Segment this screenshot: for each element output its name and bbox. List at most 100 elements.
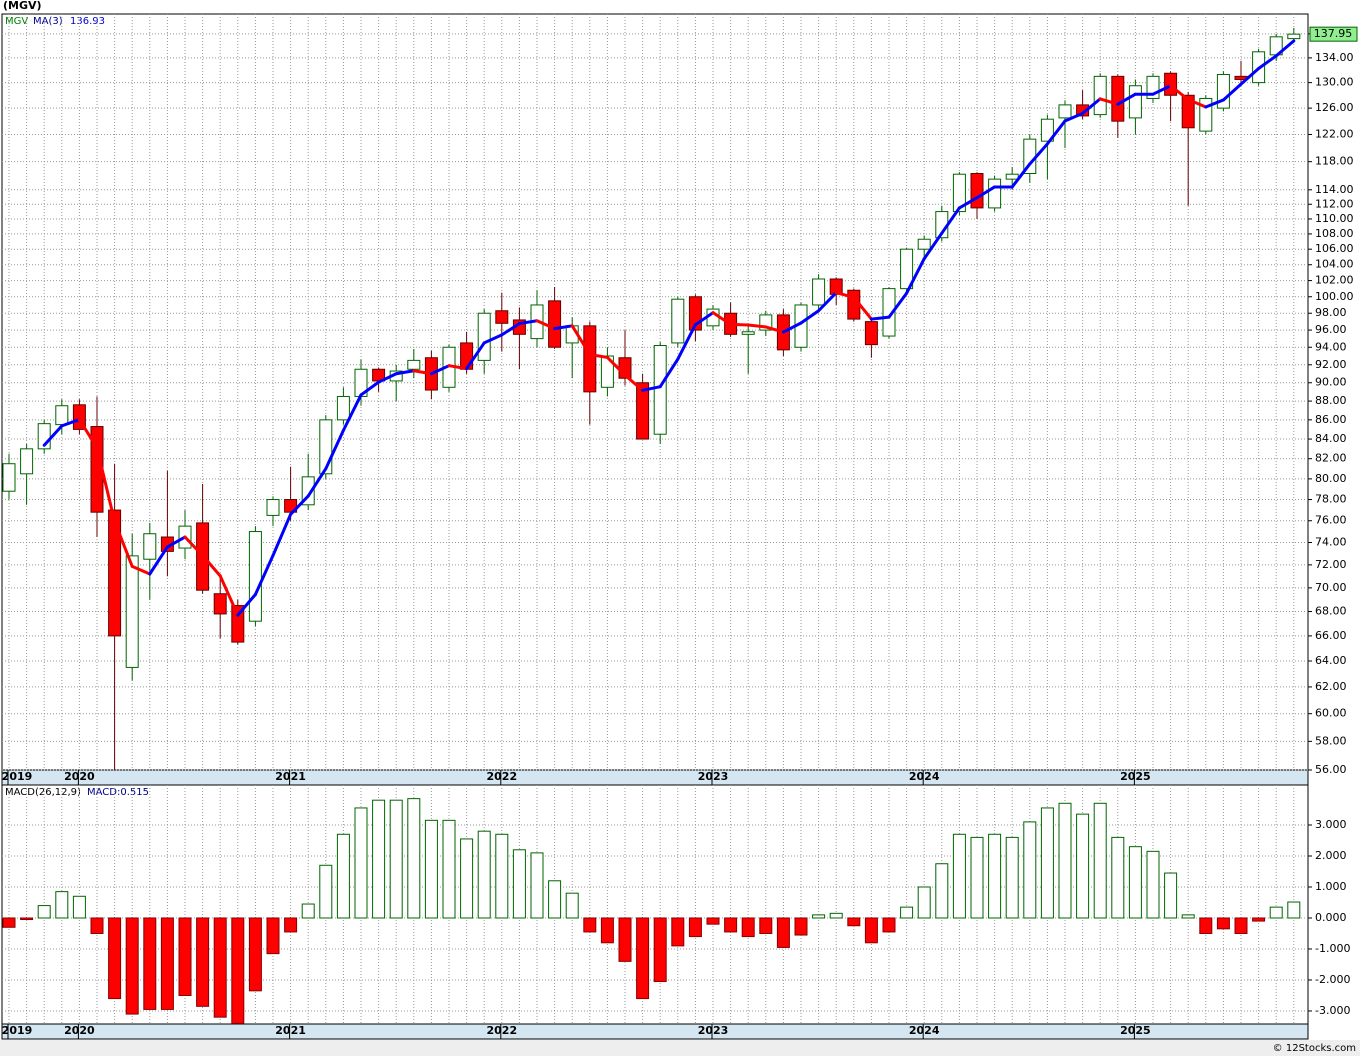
macd-bar <box>1252 917 1266 922</box>
ma-segment <box>482 333 504 345</box>
ma-segment <box>834 291 856 299</box>
x-tick-label: 2019 <box>2 770 33 783</box>
ma-segment <box>429 364 451 376</box>
y-tick-label: 94.00 <box>1315 340 1347 353</box>
y-tick-label: 82.00 <box>1315 452 1347 465</box>
ma-segment <box>95 446 117 523</box>
macd-bar <box>213 917 227 1018</box>
x-tick-label: 2025 <box>1120 1024 1151 1037</box>
candle-body <box>952 173 966 213</box>
y-tick-label: -3.000 <box>1315 1004 1350 1017</box>
candle-body <box>143 533 157 560</box>
y-tick-label: 84.00 <box>1315 432 1347 445</box>
ma-segment <box>1221 82 1243 102</box>
ma-segment <box>693 311 715 327</box>
last-price-box <box>1309 26 1358 42</box>
macd-bar <box>266 917 280 955</box>
y-tick-label: 62.00 <box>1315 680 1347 693</box>
footer: © 12Stocks.com <box>1273 1043 1356 1054</box>
candle-body <box>1128 85 1142 119</box>
macd-bar <box>477 830 491 919</box>
macd-bar <box>460 838 474 919</box>
y-tick-label: 66.00 <box>1315 629 1347 642</box>
ma-segment <box>1063 111 1085 123</box>
ma-segment <box>1028 142 1049 166</box>
ma-segment <box>887 291 909 319</box>
candle-body <box>2 463 16 492</box>
y-tick-label: 0.000 <box>1315 911 1347 924</box>
ma-segment <box>517 319 539 326</box>
candle-body <box>460 342 474 370</box>
macd-bar <box>759 917 773 934</box>
x-tick-label: 2024 <box>909 1024 940 1037</box>
ma-segment <box>201 553 222 578</box>
macd-bar <box>1005 836 1019 919</box>
y-tick-label: 86.00 <box>1315 413 1347 426</box>
ma-segment <box>1257 54 1278 70</box>
macd-bar <box>196 917 210 1007</box>
y-tick-label: 58.00 <box>1315 734 1347 747</box>
legend-symbol: MGV <box>5 16 28 27</box>
candle-body <box>125 555 139 668</box>
y-tick-label: 108.00 <box>1315 227 1354 240</box>
y-tick-label: 102.00 <box>1315 274 1354 287</box>
y-tick-label: 80.00 <box>1315 472 1347 485</box>
x-tick-label: 2022 <box>486 1024 517 1037</box>
ma-segment <box>1186 98 1208 109</box>
candle-body <box>55 405 69 426</box>
ma-segment <box>817 291 838 313</box>
candle-body <box>20 448 34 475</box>
y-tick-label: -2.000 <box>1315 973 1350 986</box>
ma-segment <box>1169 84 1190 102</box>
candle-body <box>1040 118 1054 142</box>
ma-segment <box>271 512 293 557</box>
ma-segment <box>113 519 134 568</box>
ma-segment <box>412 369 433 376</box>
candle-body <box>477 312 491 361</box>
macd-bar <box>72 895 86 919</box>
macd-bar <box>1287 901 1301 919</box>
macd-bar <box>1181 914 1195 919</box>
macd-bar <box>618 917 632 962</box>
ma-segment <box>729 322 750 327</box>
x-tick-label: 2022 <box>486 770 517 783</box>
macd-bar <box>917 886 931 919</box>
y-tick-label: -1.000 <box>1315 942 1350 955</box>
ma-segment <box>1098 97 1120 106</box>
ma-segment <box>711 311 733 326</box>
macd-bar <box>530 852 544 919</box>
macd-bar <box>143 917 157 1010</box>
macd-bar <box>864 917 878 944</box>
macd-bar <box>600 917 614 944</box>
footer-bar <box>0 1040 1360 1056</box>
macd-bar <box>812 914 826 919</box>
y-tick-label: 98.00 <box>1315 306 1347 319</box>
legend-ma-value: 136.93 <box>70 16 105 27</box>
y-tick-label: 130.00 <box>1315 76 1354 89</box>
macd-bar <box>935 863 949 919</box>
macd-bar <box>1128 846 1142 919</box>
y-tick-label: 64.00 <box>1315 654 1347 667</box>
ma-segment <box>922 231 944 261</box>
macd-bar <box>389 799 403 919</box>
y-tick-label: 3.000 <box>1315 818 1347 831</box>
ma-segment <box>130 564 152 576</box>
candle-body <box>1058 104 1072 119</box>
x-tick-label: 2021 <box>275 1024 306 1037</box>
ma-segment <box>535 319 557 331</box>
candle-body <box>741 331 755 335</box>
y-tick-label: 126.00 <box>1315 101 1354 114</box>
macd-bar <box>372 799 386 919</box>
macd-bar <box>1040 807 1054 919</box>
macd-bar <box>776 917 790 948</box>
candle-body <box>970 173 984 209</box>
candle-body <box>336 395 350 421</box>
macd-bar <box>829 912 843 919</box>
year-strip <box>1 769 1309 786</box>
ma-segment <box>1116 92 1137 106</box>
candle-body <box>636 382 650 440</box>
y-tick-label: 90.00 <box>1315 376 1347 389</box>
y-tick-label: 72.00 <box>1315 558 1347 571</box>
ma-segment <box>289 494 310 516</box>
